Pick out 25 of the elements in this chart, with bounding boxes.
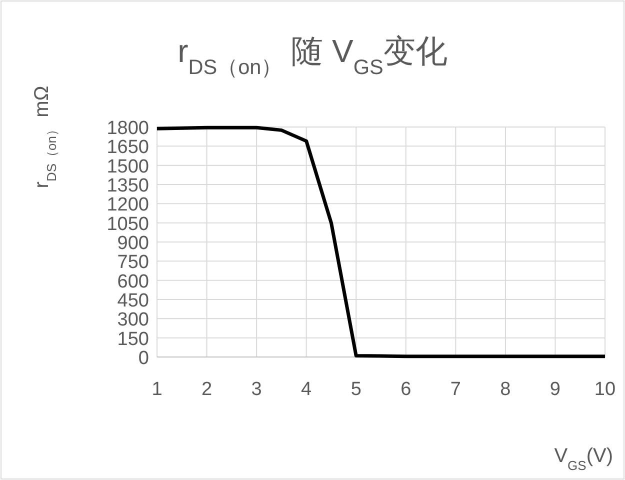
x-tick-label: 1	[152, 379, 162, 400]
y-tick-label: 900	[117, 233, 149, 254]
x-tick-label: 9	[550, 379, 561, 400]
x-tick-label: 4	[301, 379, 312, 400]
x-axis-title: V$_{GS}$(V)	[554, 445, 613, 472]
x-tick-label: 6	[400, 379, 412, 400]
y-tick-label: 0	[138, 348, 149, 369]
x-tick-label: 2	[201, 379, 212, 400]
x-tick-label: 3	[251, 379, 262, 400]
y-tick-label: 450	[117, 290, 149, 312]
y-tick-label: 1350	[106, 176, 149, 196]
x-tick-label: 10	[594, 379, 616, 400]
y-tick-label: 300	[117, 310, 149, 331]
y-tick-label: 600	[117, 271, 149, 292]
y-tick-label: 1200	[106, 194, 149, 216]
x-tick-label: 8	[500, 379, 511, 400]
chart-title: r$_{DS（on）}$ 随 V$_{GS}$变化	[178, 33, 448, 78]
y-tick-label: 750	[117, 252, 149, 274]
y-tick-label: 1500	[106, 156, 149, 178]
y-tick-label: 150	[117, 328, 149, 350]
y-tick-label: 1800	[106, 118, 149, 139]
x-tick-label: 5	[350, 379, 362, 400]
y-tick-label: 1650	[106, 137, 149, 158]
x-tick-label: 7	[450, 379, 461, 400]
y-tick-label: 1050	[106, 214, 149, 235]
